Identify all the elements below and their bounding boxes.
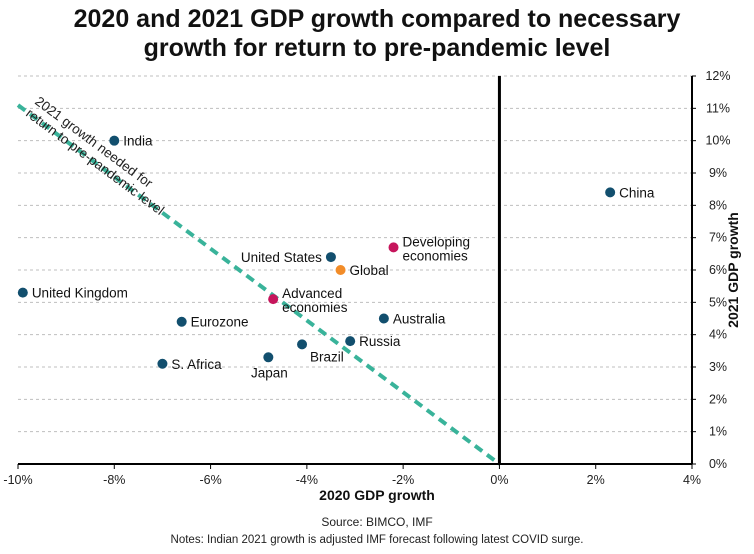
data-point-australia [378,313,389,324]
y-tick-label: 0% [709,457,727,471]
y-tick-label: 12% [705,69,730,83]
data-point-united-kingdom [17,287,28,298]
x-axis-label: 2020 GDP growth [319,487,435,503]
point-label: China [619,185,655,200]
point-label: Brazil [310,349,344,364]
data-point-s-africa [157,358,168,369]
y-tick-label: 7% [709,231,727,245]
data-point-global [335,265,346,275]
y-tick-label: 4% [709,328,727,342]
grid-lines [18,75,692,433]
x-tick-label: -8% [103,473,125,487]
chart-title-line-1: 2020 and 2021 GDP growth compared to nec… [73,5,681,33]
point-label: Advanced economies [282,286,348,315]
point-label: United States [241,250,322,265]
reference-line [16,103,501,466]
y-tick-label: 1% [709,425,727,439]
data-point-india [109,135,120,146]
x-tick-label: 2% [587,473,605,487]
point-label: Eurozone [191,315,249,330]
x-tick-label: -6% [199,473,221,487]
x-tick-label: 4% [683,473,701,487]
x-tick-label: -4% [296,473,318,487]
data-point-advanced-economies [268,294,279,305]
x-tick-label: -10% [3,473,32,487]
y-tick-label: 3% [709,360,727,374]
y-tick-label: 6% [709,263,727,277]
data-point-russia [345,336,356,347]
data-point-united-states [325,252,336,263]
data-points: India China Developing economies United Stat… [17,134,655,380]
point-label: Global [350,263,389,278]
reference-line-label: 2021 growth needed forreturn to pre-pand… [23,93,176,218]
point-label: Japan [251,365,288,380]
data-point-china [605,187,616,198]
point-label: Developing economies [403,234,471,263]
point-label: Australia [393,312,446,327]
point-label: S. Africa [171,357,222,372]
y-tick-label: 2% [709,392,727,406]
y-tick-label: 9% [709,166,727,180]
y-tick-label: 5% [709,295,727,309]
y-tick-label: 11% [706,101,730,115]
y-axis-label: 2021 GDP growth [725,212,741,328]
x-tick-label: -2% [392,473,414,487]
data-point-japan [263,352,274,363]
data-point-developing-economies [388,242,399,253]
point-label: Russia [359,334,401,349]
point-label: India [123,134,153,149]
footnote: Notes: Indian 2021 growth is adjusted IM… [170,534,584,546]
data-point-brazil [297,339,308,350]
tick-labels: -10% -8% -6% -4% -2% 0% 2% 4% 0% 1% 2% 3% 4% 5% 6% 7% 8%… [3,69,730,487]
point-label: United Kingdom [32,286,128,301]
reference-line-group: 2021 growth needed forreturn to pre-pand… [16,93,501,466]
chart-title-line-2: growth for return to pre-pandemic level [143,34,611,62]
data-point-eurozone [176,316,187,327]
y-tick-label: 8% [709,198,727,212]
x-tick-label: 0% [490,473,508,487]
y-tick-label: 10% [705,134,730,148]
source-note: Source: BIMCO, IMF [321,515,433,529]
